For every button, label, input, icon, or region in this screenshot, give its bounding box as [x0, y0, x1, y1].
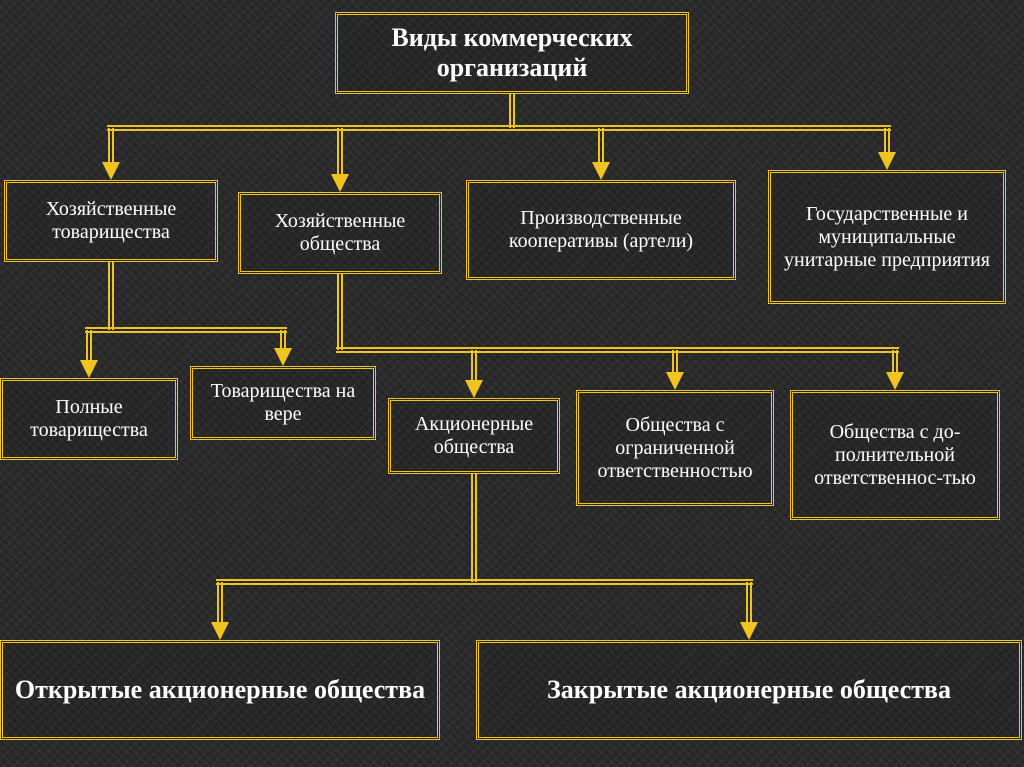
node-l1a: Хозяйственные товарищества	[4, 180, 218, 262]
node-l2d: Общества с ограниченной ответственностью	[576, 390, 774, 506]
node-label: Производственные кооперативы (артели)	[477, 207, 725, 253]
node-l1c: Производственные кооперативы (артели)	[466, 180, 736, 280]
node-label: Общества с ограниченной ответственностью	[587, 414, 763, 483]
node-label: Открытые акционерные общества	[15, 675, 425, 705]
node-l2e: Общества с до-полнительной ответственнос…	[790, 390, 1000, 520]
node-label: Товарищества на вере	[201, 380, 365, 426]
node-l2b: Товарищества на вере	[190, 366, 376, 440]
node-l3a: Открытые акционерные общества	[0, 640, 440, 740]
node-label: Хозяйственные товарищества	[15, 198, 207, 244]
node-label: Общества с до-полнительной ответственнос…	[801, 421, 989, 490]
node-label: Государственные и муниципальные унитарны…	[779, 203, 995, 272]
node-label: Виды коммерческих организаций	[346, 23, 678, 83]
node-l1d: Государственные и муниципальные унитарны…	[768, 170, 1006, 304]
node-l2c: Акционерные общества	[388, 398, 560, 474]
node-label: Закрытые акционерные общества	[547, 675, 951, 705]
node-label: Полные товарищества	[11, 396, 167, 442]
node-label: Хозяйственные общества	[249, 210, 431, 256]
node-label: Акционерные общества	[399, 413, 549, 459]
node-l1b: Хозяйственные общества	[238, 192, 442, 274]
node-l2a: Полные товарищества	[0, 378, 178, 460]
node-l3b: Закрытые акционерные общества	[476, 640, 1022, 740]
node-root: Виды коммерческих организаций	[335, 12, 689, 94]
